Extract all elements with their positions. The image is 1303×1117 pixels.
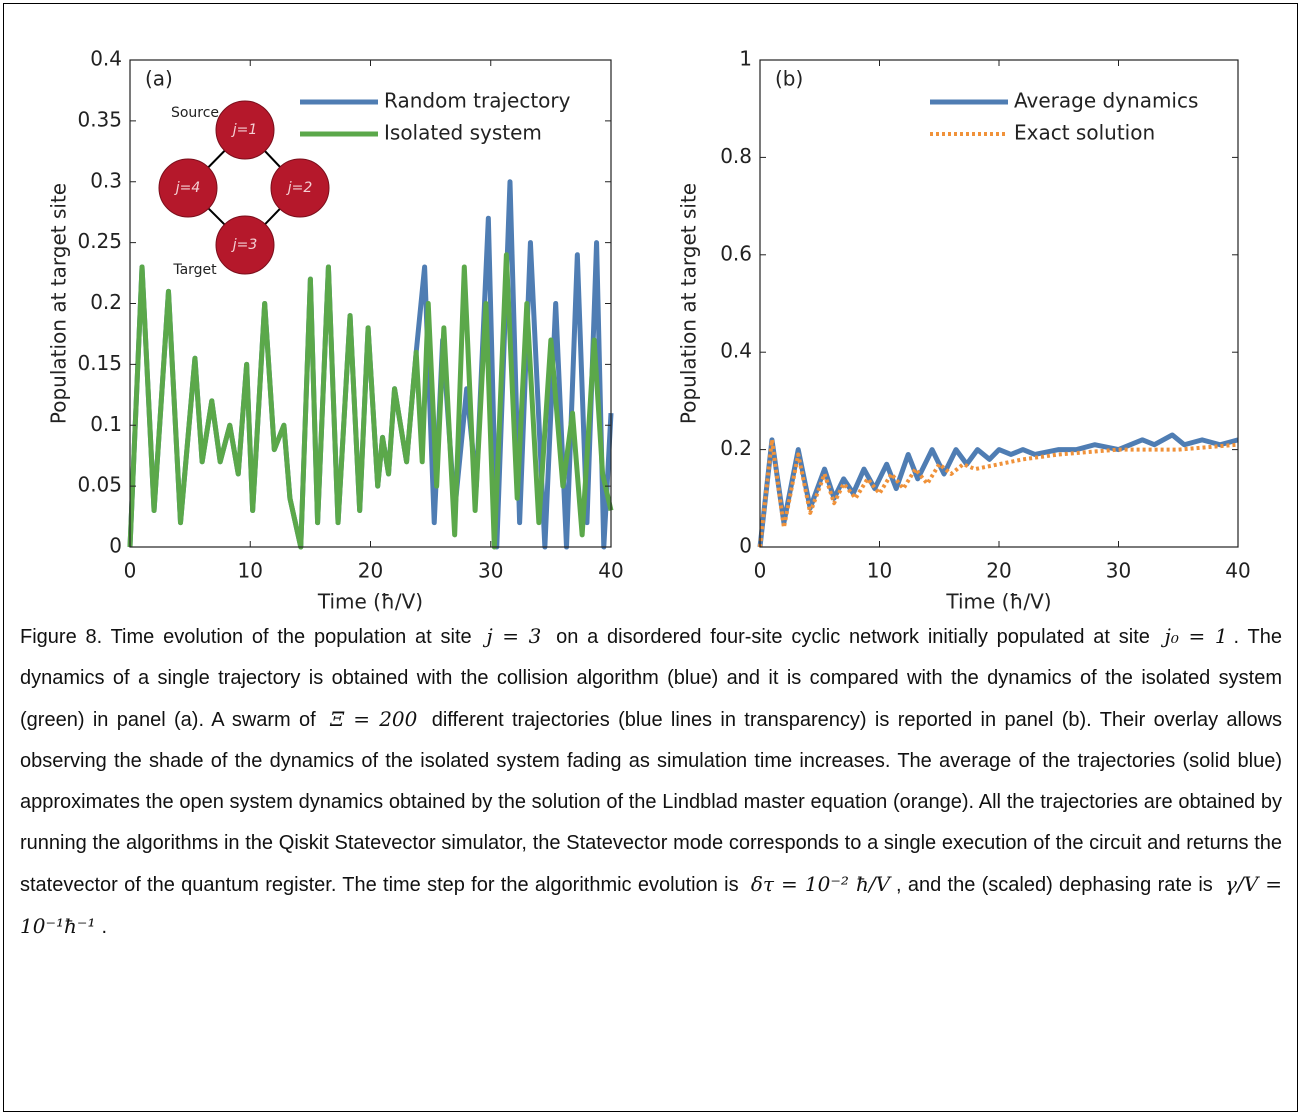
x-tick-label: 0 xyxy=(754,559,767,583)
x-tick-label: 30 xyxy=(1106,559,1131,583)
caption-math: δτ = 10⁻² ħ/V xyxy=(750,872,891,896)
caption-text: different trajectories (blue lines in tr… xyxy=(20,709,1283,896)
y-tick-label: 0.6 xyxy=(720,241,752,265)
x-tick-label: 20 xyxy=(986,559,1011,583)
legend-label: Average dynamics xyxy=(1014,89,1198,113)
y-tick-label: 0.1 xyxy=(90,412,122,436)
y-tick-label: 0.4 xyxy=(90,47,122,71)
x-tick-label: 40 xyxy=(598,559,623,583)
data-line xyxy=(758,437,1239,548)
caption-text: . xyxy=(101,916,108,938)
caption: Figure 8. Time evolution of the populati… xyxy=(20,616,1282,948)
legend-label: Exact solution xyxy=(1014,121,1155,145)
legend-label: Isolated system xyxy=(384,121,542,145)
inset-node xyxy=(270,158,330,218)
inset-node xyxy=(215,100,275,160)
x-tick-label: 40 xyxy=(1225,559,1250,583)
y-tick-label: 0.35 xyxy=(77,107,122,131)
caption-text: . The dynamics of a single trajectory is… xyxy=(20,626,1282,731)
caption-math: j = 3 xyxy=(486,624,542,648)
y-tick-label: 0.05 xyxy=(77,473,122,497)
inset-target: Target xyxy=(172,262,217,278)
inset-node xyxy=(158,158,218,218)
x-tick-label: 0 xyxy=(124,559,137,583)
panel-label: (a) xyxy=(145,67,173,91)
y-tick-label: 0.25 xyxy=(77,229,122,253)
y-tick-label: 0.2 xyxy=(90,290,122,314)
x-tick-label: 30 xyxy=(478,559,503,583)
plot-area xyxy=(760,60,1238,547)
caption-math: Ξ = 200 xyxy=(330,707,418,731)
inset-node-label: j=1 xyxy=(231,122,258,138)
caption-text: on a disordered four-site cyclic network… xyxy=(547,626,1159,648)
caption-text: , and the (scaled) dephasing rate is xyxy=(896,874,1220,896)
y-axis-label: Population at target site xyxy=(47,183,71,424)
caption-math: j₀ = 1 xyxy=(1164,624,1228,648)
frame xyxy=(3,3,1298,1112)
inset-node-label: j=2 xyxy=(286,180,313,196)
y-tick-label: 0.2 xyxy=(720,436,752,460)
caption-text: Figure 8. Time evolution of the populati… xyxy=(20,626,481,648)
caption-math: γ/V = 10⁻¹ħ⁻¹ xyxy=(20,872,1283,938)
y-tick-label: 0.4 xyxy=(720,339,752,363)
inset-node xyxy=(215,215,275,275)
y-tick-label: 1 xyxy=(739,47,752,71)
inset-node-label: j=3 xyxy=(231,237,258,253)
figure: j=1 j=2 j=3 j=4 Source Target Random trajector… xyxy=(47,47,1251,614)
x-tick-label: 10 xyxy=(867,559,892,583)
y-tick-label: 0.8 xyxy=(720,144,752,168)
x-tick-label: 10 xyxy=(238,559,263,583)
x-axis-label: Time (ħ/V) xyxy=(945,590,1051,614)
y-axis-label: Population at target site xyxy=(677,183,701,424)
y-tick-label: 0.3 xyxy=(90,168,122,192)
inset-node-label: j=4 xyxy=(174,180,201,196)
x-axis-label: Time (ħ/V) xyxy=(317,590,423,614)
y-tick-label: 0 xyxy=(109,534,122,558)
y-tick-label: 0.15 xyxy=(77,351,122,375)
legend-label: Random trajectory xyxy=(384,89,571,113)
x-tick-label: 20 xyxy=(358,559,383,583)
inset-source: Source xyxy=(171,105,219,121)
panel-label: (b) xyxy=(775,67,803,91)
y-tick-label: 0 xyxy=(739,534,752,558)
data-line xyxy=(127,252,614,550)
